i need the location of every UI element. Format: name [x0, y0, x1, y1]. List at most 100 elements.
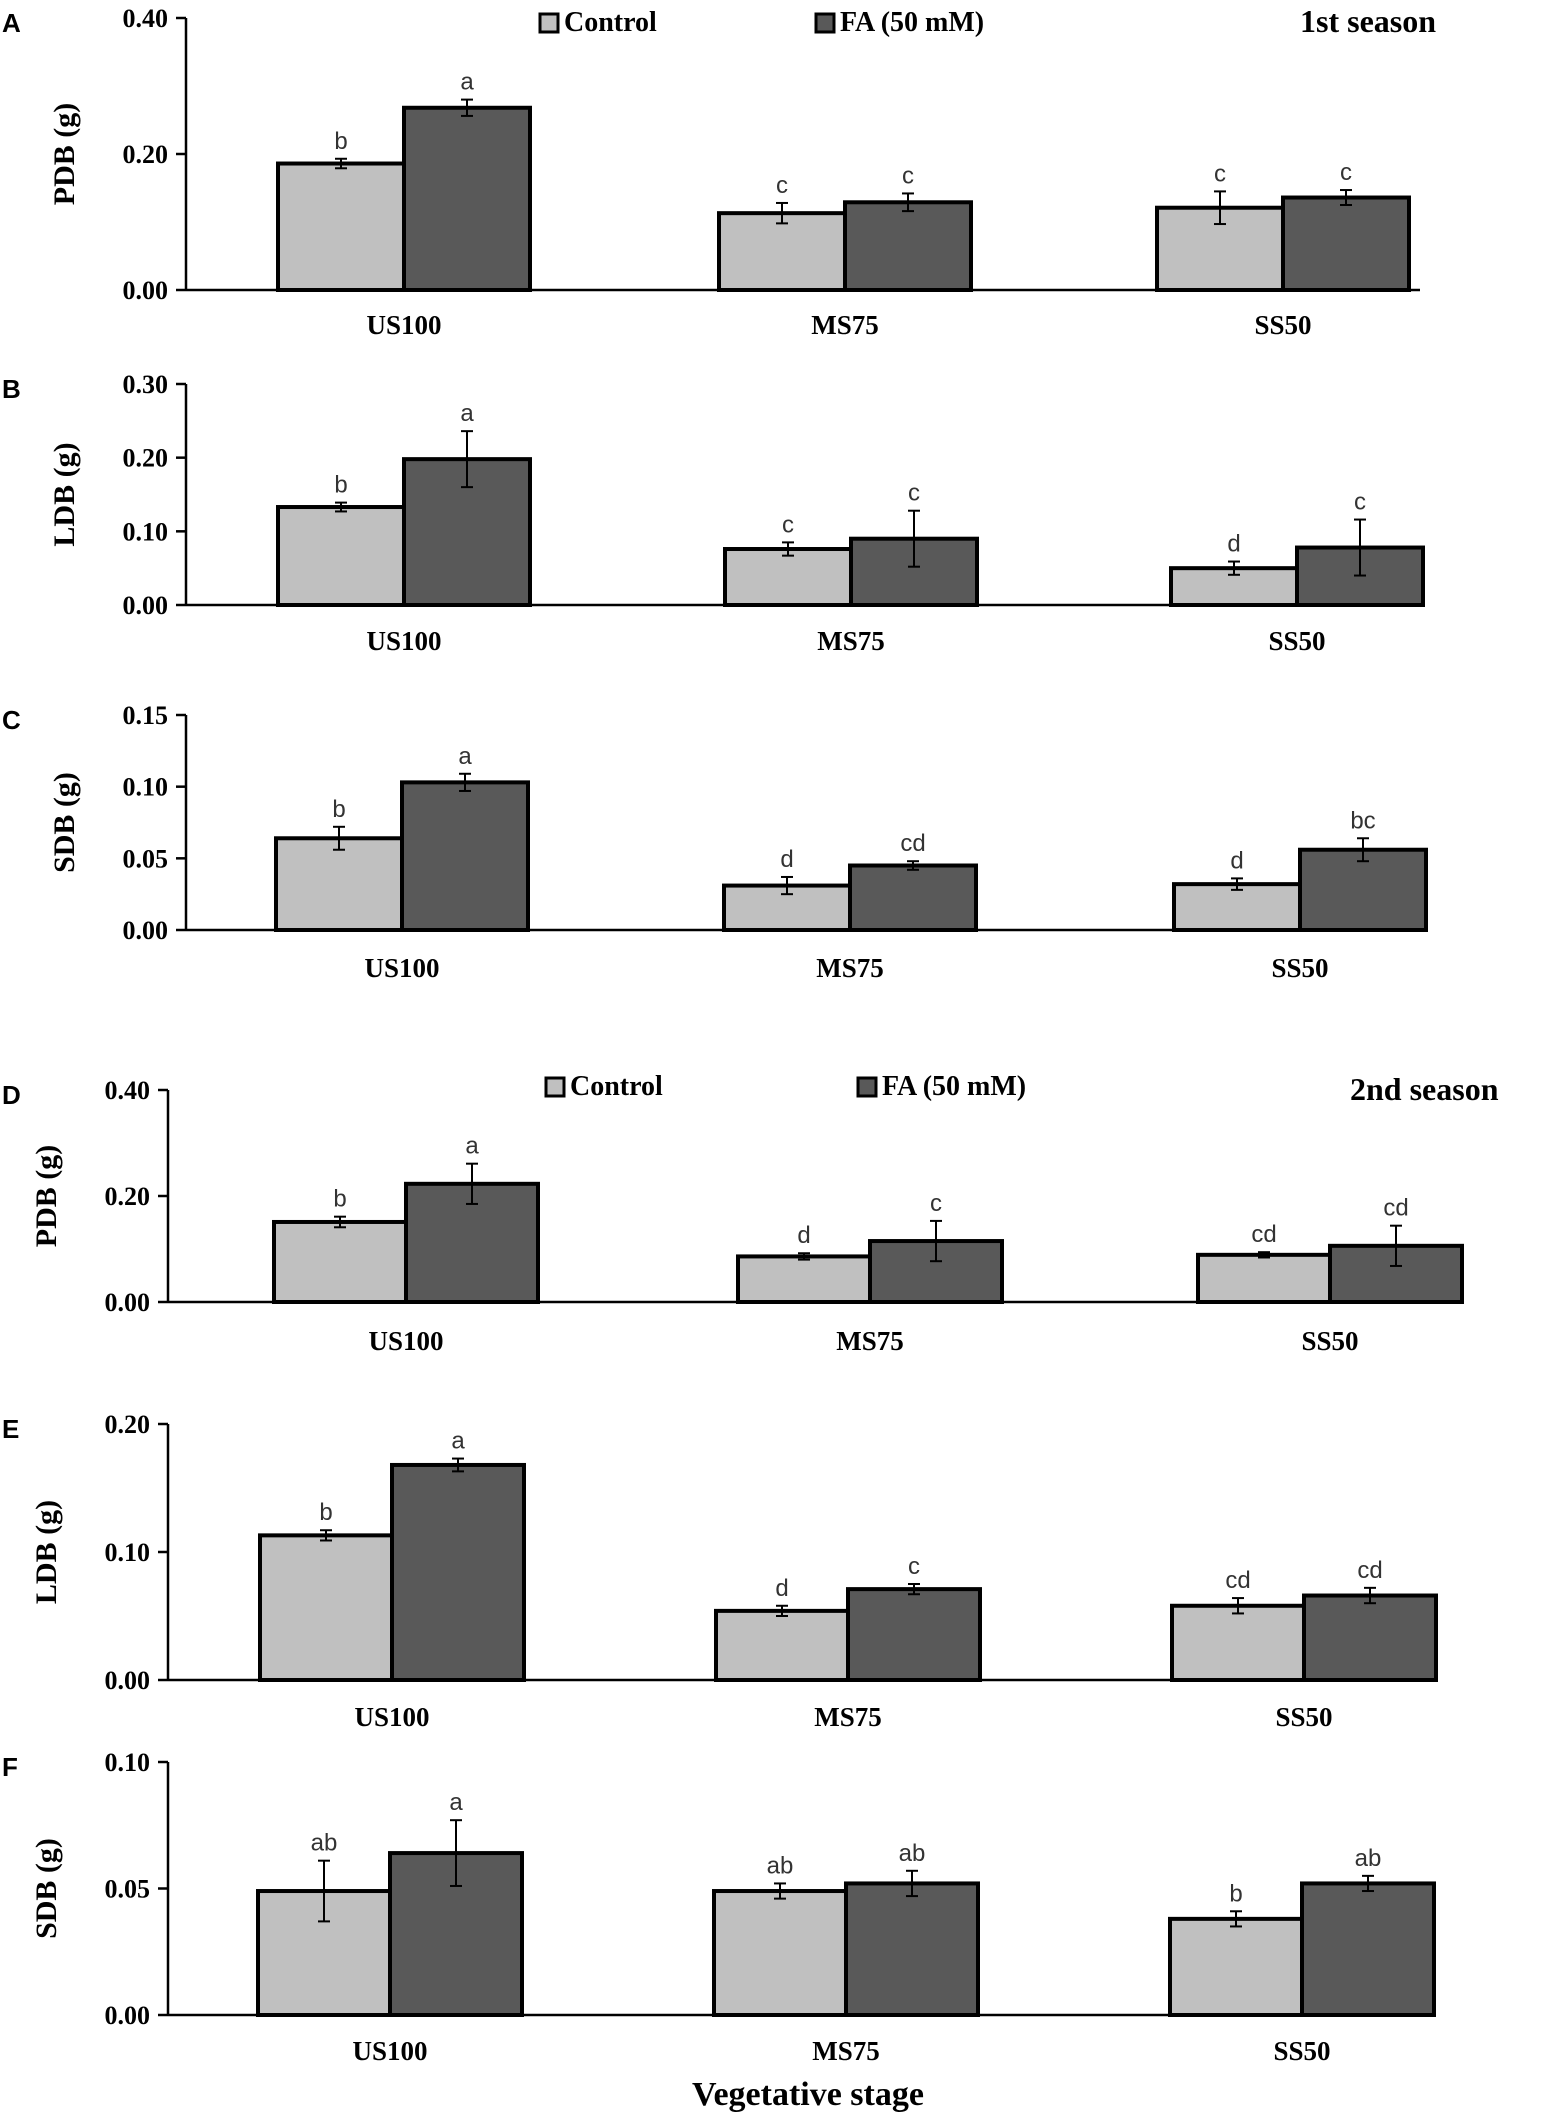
season-label-a: 1st season [1300, 3, 1436, 39]
y-axis-title-f: SDB (g) [30, 1838, 63, 1939]
significance-letter-d: a [465, 1133, 479, 1160]
bar-e-control-ms75 [714, 1608, 850, 1683]
significance-letter-b: c [782, 511, 794, 538]
bar-a-fa-ms75 [843, 200, 973, 292]
y-tick-label-a: 0.40 [123, 4, 169, 33]
y-axis-title-a: PDB (g) [48, 103, 81, 205]
y-tick-label-e: 0.20 [105, 1410, 151, 1439]
y-axis-title-b: LDB (g) [48, 442, 81, 546]
significance-letter-b: d [1227, 531, 1240, 558]
bar-e-fa-ms75 [846, 1587, 982, 1682]
significance-letter-c: cd [900, 830, 925, 857]
significance-letter-f: ab [767, 1852, 794, 1879]
significance-letter-a: a [460, 69, 474, 96]
y-tick-label-b: 0.10 [123, 517, 169, 546]
y-tick-label-d: 0.00 [105, 1288, 151, 1317]
significance-letter-c: a [458, 743, 472, 770]
significance-letter-e: b [319, 1499, 332, 1526]
category-label-e: SS50 [1275, 1702, 1332, 1732]
y-tick-label-a: 0.00 [123, 276, 169, 305]
bar-a-fa-us100 [402, 105, 532, 293]
bar-a-control-us100 [276, 161, 406, 293]
y-tick-label-b: 0.20 [123, 444, 169, 473]
category-label-a: SS50 [1254, 310, 1311, 340]
significance-letter-d: cd [1383, 1195, 1408, 1222]
bar-e-control-us100 [258, 1533, 394, 1682]
panel-label-a: A [2, 8, 21, 38]
bar-c-fa-ss50 [1298, 847, 1428, 933]
season-label-d: 2nd season [1350, 1071, 1499, 1107]
bar-c-control-ss50 [1172, 882, 1302, 933]
significance-letter-a: c [1340, 159, 1352, 186]
y-tick-label-c: 0.05 [123, 844, 169, 873]
legend-label-fa-d: FA (50 mM) [882, 1071, 1026, 1102]
bar-c-fa-ms75 [848, 863, 978, 932]
category-label-b: MS75 [817, 626, 885, 656]
category-label-d: US100 [368, 1326, 443, 1356]
category-label-c: MS75 [816, 953, 884, 983]
significance-letter-d: b [333, 1186, 346, 1213]
y-tick-label-f: 0.10 [105, 1748, 151, 1777]
y-tick-label-e: 0.10 [105, 1538, 151, 1567]
significance-letter-b: c [1354, 489, 1366, 516]
category-label-c: SS50 [1271, 953, 1328, 983]
legend-label-control-d: Control [570, 1071, 663, 1102]
bar-d-control-us100 [272, 1219, 408, 1304]
x-axis-title: Vegetative stage [692, 2076, 924, 2113]
category-label-b: US100 [366, 626, 441, 656]
significance-letter-f: a [449, 1789, 463, 1816]
significance-letter-f: ab [1355, 1845, 1382, 1872]
panel-label-d: D [2, 1080, 21, 1110]
bar-a-fa-ss50 [1281, 195, 1411, 293]
legend-label-fa-a: FA (50 mM) [840, 7, 984, 38]
bar-f-control-ss50 [1168, 1916, 1304, 2017]
significance-letter-b: b [334, 472, 347, 499]
y-tick-label-c: 0.15 [123, 701, 169, 730]
panel-label-b: B [2, 374, 21, 404]
bar-e-fa-ss50 [1302, 1593, 1438, 1683]
significance-letter-d: cd [1251, 1221, 1276, 1248]
bar-c-fa-us100 [400, 780, 530, 932]
y-tick-label-c: 0.00 [123, 916, 169, 945]
y-tick-label-d: 0.40 [105, 1076, 151, 1105]
panel-label-e: E [2, 1414, 19, 1444]
significance-letter-f: ab [311, 1830, 338, 1857]
significance-letter-d: c [930, 1190, 942, 1217]
significance-letter-e: c [908, 1553, 920, 1580]
panel-label-f: F [2, 1752, 18, 1782]
significance-letter-a: c [1214, 160, 1226, 187]
significance-letter-f: ab [899, 1840, 926, 1867]
significance-letter-c: d [1230, 847, 1243, 874]
bar-d-control-ms75 [736, 1254, 872, 1305]
y-tick-label-b: 0.30 [123, 370, 169, 399]
legend-swatch-fa-d [856, 1076, 878, 1098]
bar-a-control-ms75 [717, 211, 847, 292]
bar-f-fa-ms75 [844, 1881, 980, 2017]
legend-swatch-control-a [538, 12, 560, 34]
significance-letter-e: a [451, 1428, 465, 1455]
category-label-f: SS50 [1273, 2036, 1330, 2066]
category-label-d: SS50 [1301, 1326, 1358, 1356]
bar-e-fa-us100 [390, 1462, 526, 1682]
y-axis-title-d: PDB (g) [30, 1145, 63, 1247]
y-tick-label-c: 0.10 [123, 773, 169, 802]
category-label-e: MS75 [814, 1702, 882, 1732]
significance-letter-f: b [1229, 1880, 1242, 1907]
legend-label-control-a: Control [564, 7, 657, 38]
legend-swatch-fa-a [814, 12, 836, 34]
significance-letter-e: cd [1357, 1557, 1382, 1584]
category-label-a: US100 [366, 310, 441, 340]
y-axis-title-e: LDB (g) [30, 1500, 63, 1604]
category-label-b: SS50 [1268, 626, 1325, 656]
y-tick-label-d: 0.20 [105, 1182, 151, 1211]
category-label-d: MS75 [836, 1326, 904, 1356]
category-label-a: MS75 [811, 310, 879, 340]
bar-f-control-ms75 [712, 1889, 848, 2018]
significance-letter-e: d [775, 1575, 788, 1602]
bar-c-control-us100 [274, 836, 404, 932]
category-label-f: MS75 [812, 2036, 880, 2066]
significance-letter-b: c [908, 480, 920, 507]
significance-letter-c: b [332, 796, 345, 823]
panel-label-c: C [2, 705, 21, 735]
